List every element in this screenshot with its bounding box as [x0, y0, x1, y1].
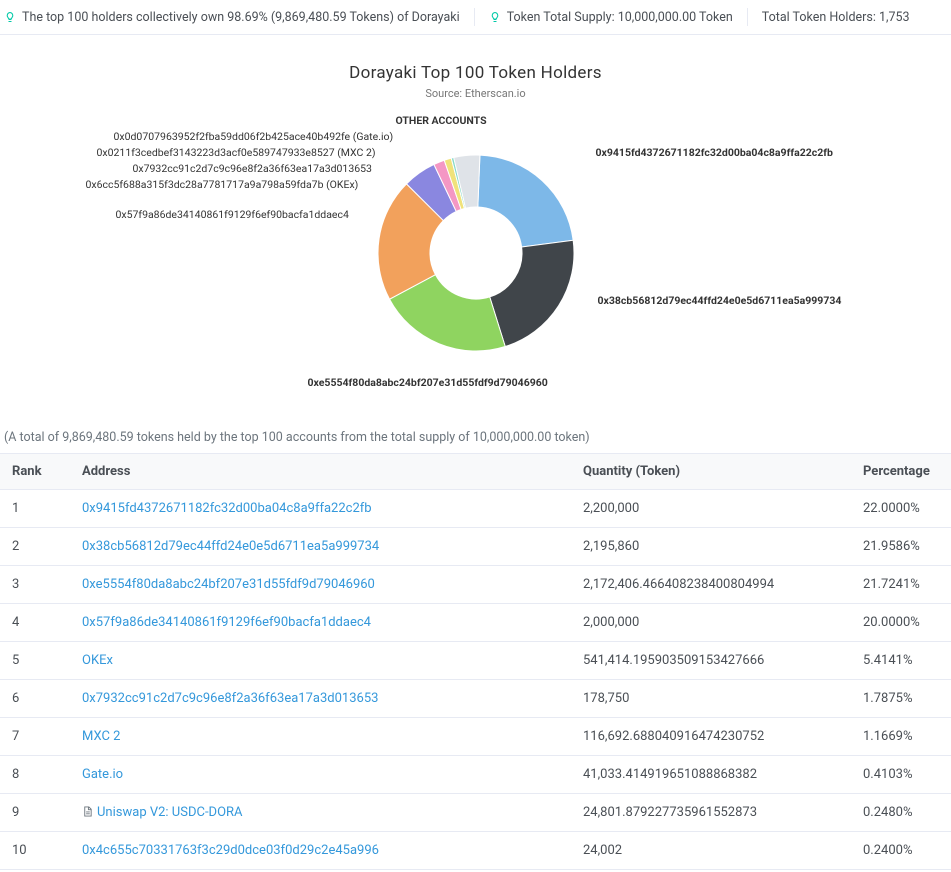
- cell-quantity: 2,000,000: [571, 604, 851, 642]
- chart-section: Dorayaki Top 100 Token Holders Source: E…: [0, 35, 951, 414]
- cell-rank: 1: [0, 490, 70, 528]
- bulb-icon: [489, 11, 501, 23]
- address-link[interactable]: 0x4c655c70331763f3c29d0dce03f0d29c2e45a9…: [82, 843, 379, 858]
- col-rank: Rank: [0, 454, 70, 490]
- cell-quantity: 2,172,406.466408238400804994: [571, 566, 851, 604]
- donut-slice[interactable]: [477, 155, 572, 247]
- cell-quantity: 41,033.414919651088868382: [571, 756, 851, 794]
- cell-address: Gate.io: [70, 756, 571, 794]
- cell-rank: 2: [0, 528, 70, 566]
- table-header-row: Rank Address Quantity (Token) Percentage: [0, 454, 951, 490]
- table-row: 6 0x7932cc91c2d7c9c96e8f2a36f63ea17a3d013…: [0, 680, 951, 718]
- address-link[interactable]: 0x38cb56812d79ec44ffd24e0e5d6711ea5a9997…: [82, 539, 379, 554]
- divider: [474, 8, 475, 26]
- bulb-icon: [4, 11, 16, 23]
- chart-label-gateio: 0x0d0707963952f2fba59dd06f2b425ace40b492…: [114, 130, 394, 143]
- chart-label-0x38cb: 0x38cb56812d79ec44ffd24e0e5d6711ea5a9997…: [598, 294, 842, 307]
- cell-quantity: 24,002: [571, 832, 851, 870]
- address-link[interactable]: 0xe5554f80da8abc24bf207e31d55fdf9d790469…: [82, 577, 375, 592]
- cell-address: MXC 2: [70, 718, 571, 756]
- cell-quantity: 2,195,860: [571, 528, 851, 566]
- address-link[interactable]: Uniswap V2: USDC-DORA: [97, 805, 243, 820]
- address-link[interactable]: 0x9415fd4372671182fc32d00ba04c8a9ffa22c2…: [82, 501, 372, 516]
- holders-summary-text: The top 100 holders collectively own 98.…: [22, 10, 460, 25]
- table-row: 4 0x57f9a86de34140861f9129f6ef90bacfa1dda…: [0, 604, 951, 642]
- chart-label-other: OTHER ACCOUNTS: [396, 114, 487, 127]
- chart-label-0x7932: 0x7932cc91c2d7c9c96e8f2a36f63ea17a3d0136…: [133, 162, 372, 175]
- cell-address: 0x9415fd4372671182fc32d00ba04c8a9ffa22c2…: [70, 490, 571, 528]
- divider: [747, 8, 748, 26]
- cell-percentage: 1.1669%: [851, 718, 951, 756]
- cell-percentage: 22.0000%: [851, 490, 951, 528]
- cell-rank: 10: [0, 832, 70, 870]
- address-link[interactable]: OKEx: [82, 653, 113, 668]
- cell-percentage: 0.2400%: [851, 832, 951, 870]
- cell-percentage: 0.2480%: [851, 794, 951, 832]
- contract-icon: [82, 805, 93, 818]
- cell-percentage: 21.7241%: [851, 566, 951, 604]
- col-percentage: Percentage: [851, 454, 951, 490]
- cell-rank: 7: [0, 718, 70, 756]
- cell-percentage: 21.9586%: [851, 528, 951, 566]
- chart-label-0xe5554: 0xe5554f80da8abc24bf207e31d55fdf9d790469…: [308, 376, 548, 389]
- table-row: 7 MXC 2 116,692.6880409164742307521.1669%: [0, 718, 951, 756]
- holders-table: Rank Address Quantity (Token) Percentage…: [0, 453, 951, 870]
- col-quantity: Quantity (Token): [571, 454, 851, 490]
- chart-label-okex: 0x6cc5f688a315f3dc28a7781717a9a798a59fda…: [86, 178, 359, 191]
- cell-percentage: 20.0000%: [851, 604, 951, 642]
- cell-rank: 4: [0, 604, 70, 642]
- cell-address: 0x4c655c70331763f3c29d0dce03f0d29c2e45a9…: [70, 832, 571, 870]
- cell-rank: 9: [0, 794, 70, 832]
- donut-chart: OTHER ACCOUNTS 0x0d0707963952f2fba59dd06…: [26, 114, 926, 404]
- cell-address: 0x7932cc91c2d7c9c96e8f2a36f63ea17a3d0136…: [70, 680, 571, 718]
- cell-quantity: 24,801.879227735961552873: [571, 794, 851, 832]
- cell-quantity: 2,200,000: [571, 490, 851, 528]
- cell-rank: 6: [0, 680, 70, 718]
- cell-rank: 5: [0, 642, 70, 680]
- cell-quantity: 178,750: [571, 680, 851, 718]
- cell-address: Uniswap V2: USDC-DORA: [70, 794, 571, 832]
- cell-quantity: 116,692.688040916474230752: [571, 718, 851, 756]
- table-row: 5 OKEx 541,414.1959035091534276665.4141%: [0, 642, 951, 680]
- address-link[interactable]: 0x7932cc91c2d7c9c96e8f2a36f63ea17a3d0136…: [82, 691, 378, 706]
- cell-address: 0x57f9a86de34140861f9129f6ef90bacfa1ddae…: [70, 604, 571, 642]
- total-holders-text: Total Token Holders: 1,753: [762, 10, 910, 25]
- donut-slice[interactable]: [489, 240, 573, 346]
- address-link[interactable]: MXC 2: [82, 729, 120, 744]
- table-row: 9 Uniswap V2: USDC-DORA 24,801.87922773596…: [0, 794, 951, 832]
- summary-note: (A total of 9,869,480.59 tokens held by …: [0, 414, 951, 453]
- total-supply-text: Token Total Supply: 10,000,000.00 Token: [507, 10, 733, 25]
- cell-percentage: 5.4141%: [851, 642, 951, 680]
- table-row: 3 0xe5554f80da8abc24bf207e31d55fdf9d79046…: [0, 566, 951, 604]
- col-address: Address: [70, 454, 571, 490]
- table-row: 8 Gate.io 41,033.4149196510888683820.4103%: [0, 756, 951, 794]
- table-row: 2 0x38cb56812d79ec44ffd24e0e5d6711ea5a999…: [0, 528, 951, 566]
- cell-percentage: 1.7875%: [851, 680, 951, 718]
- cell-percentage: 0.4103%: [851, 756, 951, 794]
- address-link[interactable]: Gate.io: [82, 767, 123, 782]
- cell-quantity: 541,414.195903509153427666: [571, 642, 851, 680]
- donut-svg[interactable]: [371, 148, 581, 358]
- cell-address: 0x38cb56812d79ec44ffd24e0e5d6711ea5a9997…: [70, 528, 571, 566]
- cell-rank: 8: [0, 756, 70, 794]
- top-bar: The top 100 holders collectively own 98.…: [0, 0, 951, 35]
- cell-rank: 3: [0, 566, 70, 604]
- table-row: 1 0x9415fd4372671182fc32d00ba04c8a9ffa22c…: [0, 490, 951, 528]
- address-link[interactable]: 0x57f9a86de34140861f9129f6ef90bacfa1ddae…: [82, 615, 371, 630]
- table-row: 10 0x4c655c70331763f3c29d0dce03f0d29c2e45…: [0, 832, 951, 870]
- chart-label-0x9415: 0x9415fd4372671182fc32d00ba04c8a9ffa22c2…: [596, 146, 833, 159]
- cell-address: 0xe5554f80da8abc24bf207e31d55fdf9d790469…: [70, 566, 571, 604]
- chart-title: Dorayaki Top 100 Token Holders: [0, 63, 951, 83]
- chart-source: Source: Etherscan.io: [0, 87, 951, 100]
- chart-label-mxc2: 0x0211f3cedbef3143223d3acf0e589747933e85…: [97, 146, 376, 159]
- cell-address: OKEx: [70, 642, 571, 680]
- chart-label-0x57f9: 0x57f9a86de34140861f9129f6ef90bacfa1ddae…: [116, 208, 349, 221]
